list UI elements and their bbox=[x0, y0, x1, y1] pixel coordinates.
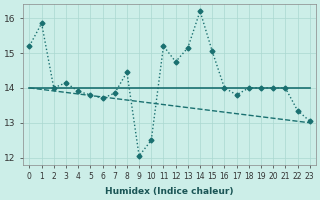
X-axis label: Humidex (Indice chaleur): Humidex (Indice chaleur) bbox=[105, 187, 234, 196]
